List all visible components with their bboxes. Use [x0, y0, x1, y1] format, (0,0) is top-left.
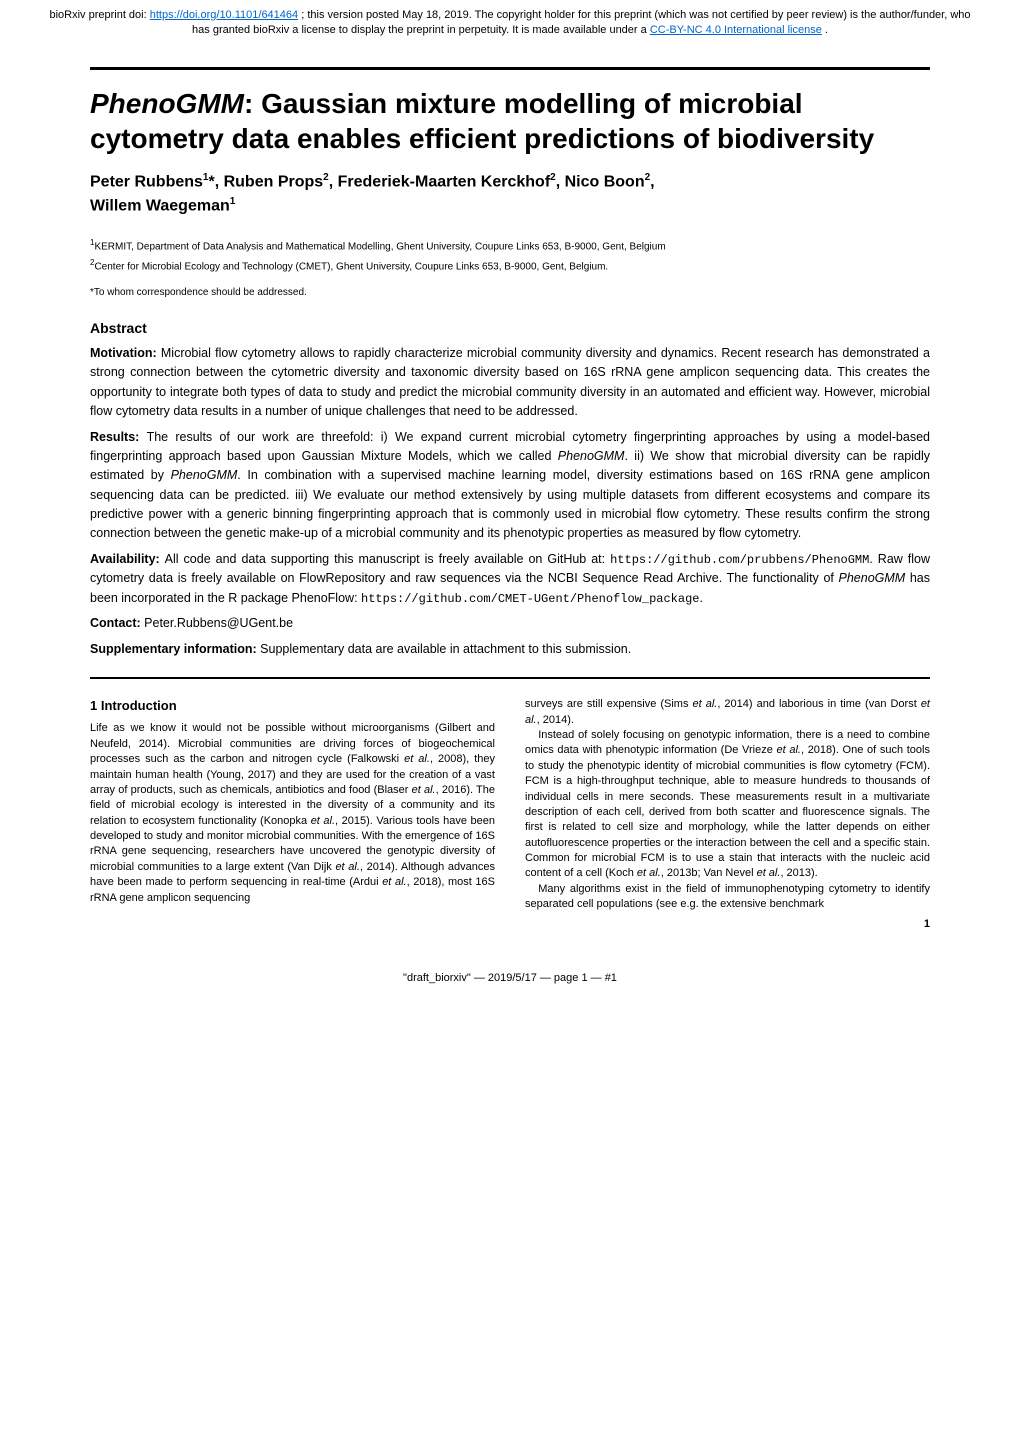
- right-p3: Many algorithms exist in the field of im…: [525, 882, 930, 913]
- authors-line2: Willem Waegeman1: [90, 194, 930, 218]
- left-column: 1 Introduction Life as we know it would …: [90, 697, 495, 932]
- top-rule: [90, 67, 930, 70]
- availability-url1: https://github.com/prubbens/PhenoGMM: [610, 553, 869, 567]
- authors-line1: Peter Rubbens1*, Ruben Props2, Frederiek…: [90, 170, 930, 194]
- two-column-body: 1 Introduction Life as we know it would …: [90, 697, 930, 932]
- abstract-heading: Abstract: [90, 320, 930, 336]
- authors: Peter Rubbens1*, Ruben Props2, Frederiek…: [90, 170, 930, 219]
- abstract-availability: Availability: All code and data supporti…: [90, 550, 930, 609]
- right-p2: Instead of solely focusing on genotypic …: [525, 728, 930, 882]
- page-footer: "draft_biorxiv" — 2019/5/17 — page 1 — #…: [0, 972, 1020, 1000]
- doi-link[interactable]: https://doi.org/10.1101/641464: [150, 9, 298, 21]
- banner-prefix: bioRxiv preprint doi:: [49, 9, 149, 21]
- motivation-text: Microbial flow cytometry allows to rapid…: [90, 346, 930, 418]
- abstract-supp: Supplementary information: Supplementary…: [90, 640, 930, 659]
- license-link[interactable]: CC-BY-NC 4.0 International license: [650, 24, 822, 36]
- abstract-contact: Contact: Peter.Rubbens@UGent.be: [90, 614, 930, 633]
- availability-url2: https://github.com/CMET-UGent/Phenoflow_…: [361, 592, 699, 606]
- results-italic1: PhenoGMM: [558, 449, 625, 463]
- results-label: Results:: [90, 430, 147, 444]
- page-number: 1: [525, 917, 930, 932]
- correspondence-note: *To whom correspondence should be addres…: [90, 287, 930, 298]
- supp-label: Supplementary information:: [90, 642, 260, 656]
- availability-pre: All code and data supporting this manusc…: [165, 552, 610, 566]
- banner-suffix: .: [825, 24, 828, 36]
- availability-post: .: [699, 591, 702, 605]
- availability-label: Availability:: [90, 552, 165, 566]
- title-italic: PhenoGMM: [90, 88, 244, 119]
- preprint-banner: bioRxiv preprint doi: https://doi.org/10…: [0, 0, 1020, 47]
- abstract-motivation: Motivation: Microbial flow cytometry all…: [90, 344, 930, 422]
- mid-rule: [90, 677, 930, 679]
- contact-label: Contact:: [90, 616, 144, 630]
- abstract-results: Results: The results of our work are thr…: [90, 428, 930, 544]
- availability-italic: PhenoGMM: [839, 571, 906, 585]
- motivation-label: Motivation:: [90, 346, 161, 360]
- right-p1: surveys are still expensive (Sims et al.…: [525, 697, 930, 728]
- supp-text: Supplementary data are available in atta…: [260, 642, 631, 656]
- intro-heading: 1 Introduction: [90, 697, 495, 715]
- page-content: PhenoGMM: Gaussian mixture modelling of …: [0, 67, 1020, 932]
- banner-middle: ; this version posted May 18, 2019. The …: [192, 9, 971, 36]
- affiliation-2: 2Center for Microbial Ecology and Techno…: [90, 256, 930, 275]
- contact-text: Peter.Rubbens@UGent.be: [144, 616, 293, 630]
- affiliation-1: 1KERMIT, Department of Data Analysis and…: [90, 236, 930, 255]
- results-italic2: PhenoGMM: [171, 468, 238, 482]
- affiliations: 1KERMIT, Department of Data Analysis and…: [90, 236, 930, 275]
- intro-p1: Life as we know it would not be possible…: [90, 721, 495, 906]
- right-column: surveys are still expensive (Sims et al.…: [525, 697, 930, 932]
- paper-title: PhenoGMM: Gaussian mixture modelling of …: [90, 86, 930, 156]
